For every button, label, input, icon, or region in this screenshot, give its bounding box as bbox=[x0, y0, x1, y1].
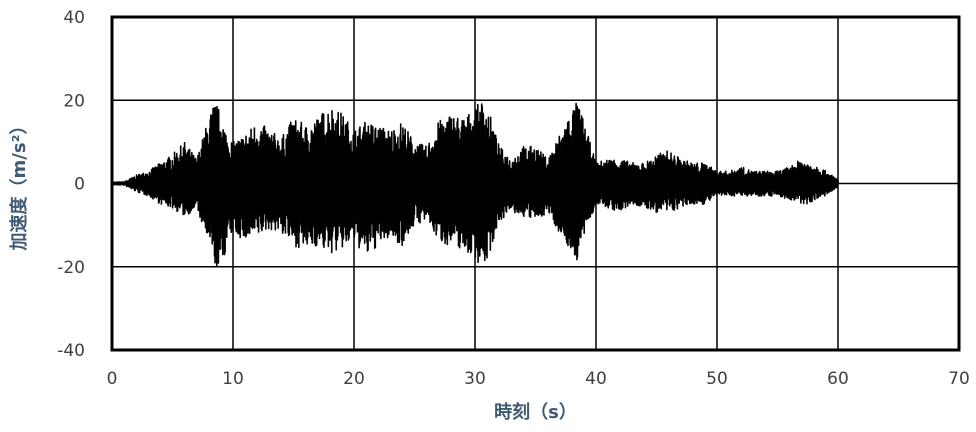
acceleration-trace-line bbox=[111, 102, 839, 267]
y-tick-labels: 40 20 0 -20 -40 bbox=[57, 8, 85, 361]
x-axis-title: 時刻（s） bbox=[494, 401, 577, 423]
y-tick-label: -40 bbox=[57, 341, 85, 361]
y-tick-label: -20 bbox=[57, 258, 85, 278]
x-tick-label: 20 bbox=[343, 369, 365, 389]
y-tick-label: 20 bbox=[63, 91, 85, 111]
x-tick-label: 40 bbox=[585, 369, 607, 389]
x-tick-label: 70 bbox=[948, 369, 970, 389]
x-tick-label: 30 bbox=[464, 369, 486, 389]
plot-area-border bbox=[110, 15, 961, 352]
x-tick-label: 60 bbox=[827, 369, 849, 389]
y-axis-title: 加速度（m/s²） bbox=[8, 117, 30, 252]
x-tick-labels: 0 10 20 30 40 50 60 70 bbox=[107, 369, 970, 389]
x-tick-label: 50 bbox=[706, 369, 728, 389]
x-tick-label: 10 bbox=[222, 369, 244, 389]
y-tick-label: 40 bbox=[63, 8, 85, 28]
x-tick-label: 0 bbox=[107, 369, 118, 389]
y-tick-label: 0 bbox=[74, 175, 85, 195]
series-acceleration bbox=[111, 102, 839, 267]
